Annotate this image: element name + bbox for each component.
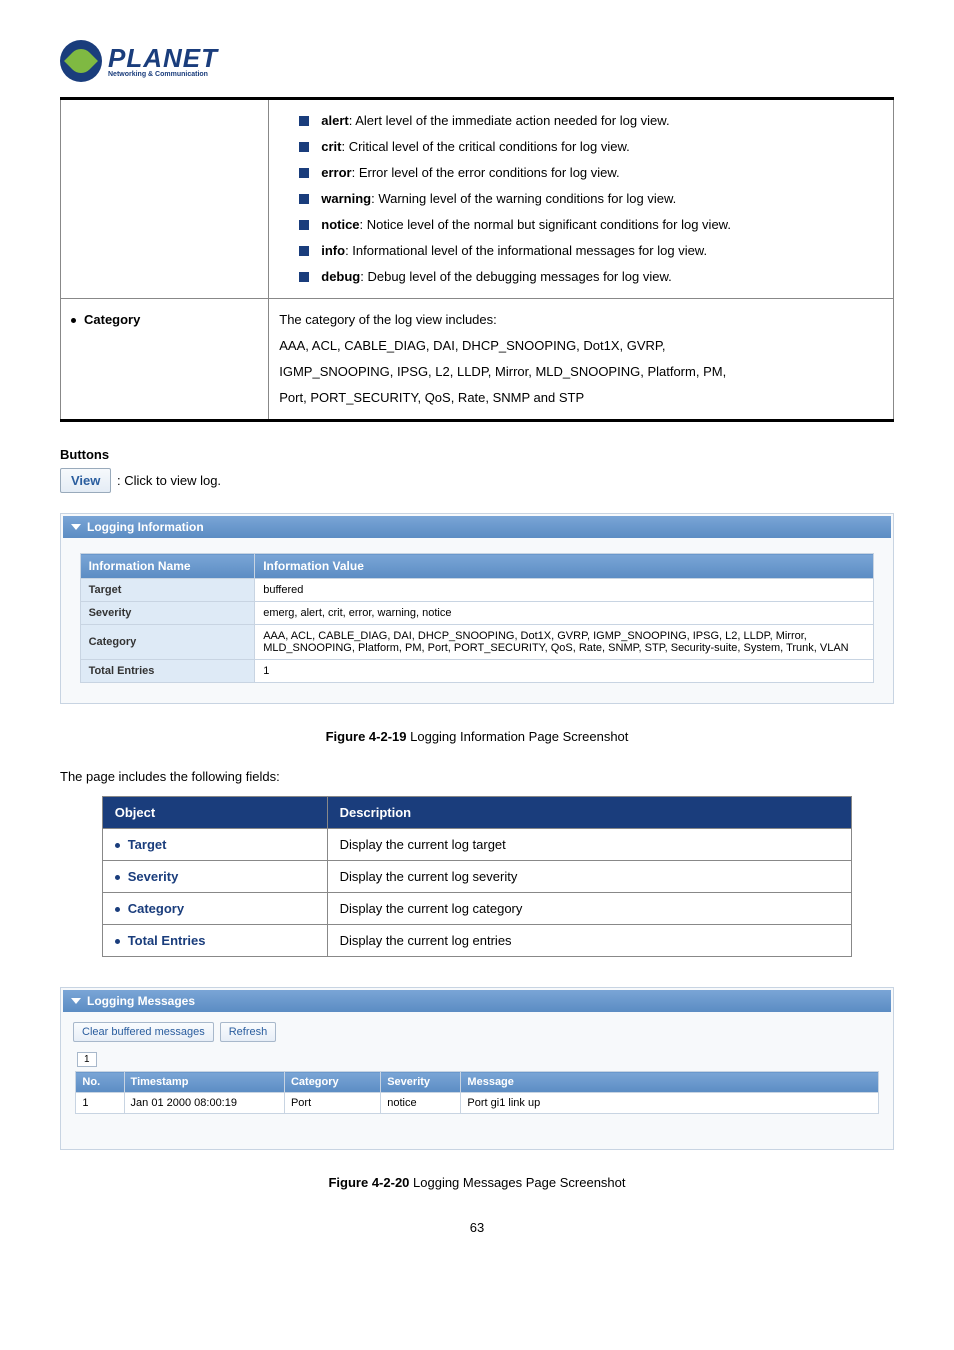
refresh-button[interactable]: Refresh: [220, 1022, 277, 1042]
obj-name: Severity: [128, 869, 179, 884]
square-bullet-icon: [299, 272, 309, 282]
logging-messages-panel: Logging Messages Clear buffered messages…: [60, 987, 894, 1150]
col-category: Category: [284, 1072, 380, 1093]
logo-sub-text: Networking & Communication: [108, 71, 218, 78]
panel-header[interactable]: Logging Messages: [63, 990, 891, 1012]
col-timestamp: Timestamp: [124, 1072, 284, 1093]
col-info-value: Information Value: [255, 554, 874, 579]
severity-category-table: alert: Alert level of the immediate acti…: [60, 97, 894, 422]
panel-title: Logging Messages: [87, 994, 195, 1008]
row-value: buffered: [255, 579, 874, 602]
buttons-heading: Buttons: [60, 447, 109, 462]
col-object: Object: [102, 797, 327, 829]
category-line: IGMP_SNOOPING, IPSG, L2, LLDP, Mirror, M…: [279, 359, 883, 385]
square-bullet-icon: [299, 194, 309, 204]
cell-no: 1: [76, 1093, 124, 1114]
row-label: Target: [80, 579, 255, 602]
square-bullet-icon: [299, 220, 309, 230]
logo-main-text: PLANET: [108, 45, 218, 71]
square-bullet-icon: [299, 116, 309, 126]
cell-severity: notice: [381, 1093, 461, 1114]
obj-name: Total Entries: [128, 933, 206, 948]
cell-message: Port gi1 link up: [461, 1093, 878, 1114]
category-line: Port, PORT_SECURITY, QoS, Rate, SNMP and…: [279, 385, 883, 411]
logging-info-table: Information Name Information Value Targe…: [80, 553, 875, 683]
square-bullet-icon: [299, 142, 309, 152]
col-description: Description: [327, 797, 852, 829]
logo: PLANET Networking & Communication: [60, 40, 894, 82]
col-severity: Severity: [381, 1072, 461, 1093]
fields-table: Object Description Target Display the cur…: [102, 796, 853, 957]
row-label: Category: [80, 625, 255, 660]
view-button-caption: : Click to view log.: [117, 473, 221, 488]
obj-desc: Display the current log entries: [327, 925, 852, 957]
square-bullet-icon: [299, 168, 309, 178]
square-bullet-icon: [299, 246, 309, 256]
obj-desc: Display the current log severity: [327, 861, 852, 893]
col-no: No.: [76, 1072, 124, 1093]
view-button[interactable]: View: [60, 468, 111, 493]
obj-desc: Display the current log category: [327, 893, 852, 925]
panel-title: Logging Information: [87, 520, 204, 534]
obj-name: Category: [128, 901, 184, 916]
obj-desc: Display the current log target: [327, 829, 852, 861]
chevron-down-icon: [71, 998, 81, 1004]
page-number-button[interactable]: 1: [77, 1052, 97, 1067]
logo-icon: [60, 40, 102, 82]
col-info-name: Information Name: [80, 554, 255, 579]
row-value: AAA, ACL, CABLE_DIAG, DAI, DHCP_SNOOPING…: [255, 625, 874, 660]
logging-messages-table: No. Timestamp Category Severity Message …: [75, 1071, 878, 1114]
cell-timestamp: Jan 01 2000 08:00:19: [124, 1093, 284, 1114]
row-label: Severity: [80, 602, 255, 625]
fields-intro: The page includes the following fields:: [60, 769, 894, 784]
page-number: 63: [60, 1220, 894, 1235]
chevron-down-icon: [71, 524, 81, 530]
row-value: emerg, alert, crit, error, warning, noti…: [255, 602, 874, 625]
category-label: Category: [84, 312, 140, 327]
clear-buffered-button[interactable]: Clear buffered messages: [73, 1022, 214, 1042]
logging-information-panel: Logging Information Information Name Inf…: [60, 513, 894, 704]
category-line: AAA, ACL, CABLE_DIAG, DAI, DHCP_SNOOPING…: [279, 333, 883, 359]
figure-caption-2: Figure 4-2-20 Logging Messages Page Scre…: [60, 1175, 894, 1190]
table-row: 1 Jan 01 2000 08:00:19 Port notice Port …: [76, 1093, 878, 1114]
cell-category: Port: [284, 1093, 380, 1114]
obj-name: Target: [128, 837, 167, 852]
row-value: 1: [255, 660, 874, 683]
panel-header[interactable]: Logging Information: [63, 516, 891, 538]
row-label: Total Entries: [80, 660, 255, 683]
category-line: The category of the log view includes:: [279, 307, 883, 333]
figure-caption-1: Figure 4-2-19 Logging Information Page S…: [60, 729, 894, 744]
col-message: Message: [461, 1072, 878, 1093]
